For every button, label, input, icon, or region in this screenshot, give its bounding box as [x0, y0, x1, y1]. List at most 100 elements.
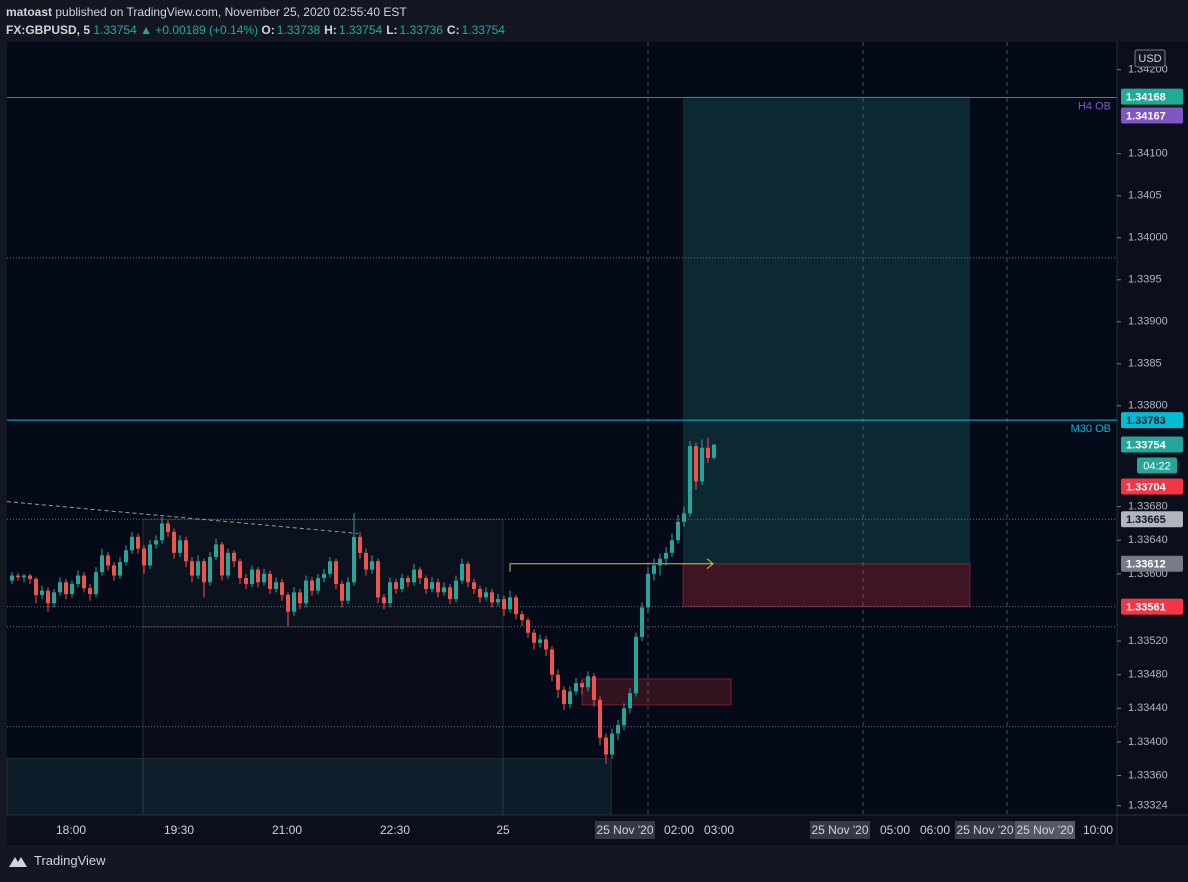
price-label: 1.34168: [1126, 92, 1166, 104]
candle-body: [154, 540, 158, 545]
candle-body: [106, 555, 110, 566]
time-label: 03:00: [704, 823, 734, 837]
candle-body: [16, 575, 20, 578]
brand[interactable]: TradingView: [34, 853, 106, 868]
price-label: 1.33754: [1126, 439, 1167, 451]
candle-body: [592, 676, 596, 700]
time-label: 05:00: [880, 823, 910, 837]
y-tick-label: 1.33640: [1128, 534, 1168, 546]
publish-line: matoast published on TradingView.com, No…: [6, 5, 407, 19]
candle-body: [136, 536, 140, 549]
position-target: [683, 96, 970, 564]
ohlc-key: C:: [446, 23, 460, 37]
candle-body: [646, 573, 650, 608]
candle-body: [358, 536, 362, 553]
candle-body: [598, 699, 602, 738]
candle-body: [178, 540, 182, 553]
candle-body: [568, 691, 572, 705]
plot-area: [7, 42, 1117, 815]
candle-body: [82, 575, 86, 589]
candle-body: [118, 562, 122, 576]
candle-body: [574, 683, 578, 692]
candle-body: [640, 607, 644, 637]
y-tick-label: 1.3405: [1128, 190, 1162, 202]
candle-body: [478, 588, 482, 598]
candle-body: [514, 597, 518, 615]
price-label-box: [1121, 511, 1183, 528]
time-label: 10:00: [1083, 823, 1113, 837]
candle-body: [484, 592, 488, 598]
candle-body: [688, 446, 692, 514]
candle-body: [400, 578, 404, 589]
candle-body: [418, 569, 422, 579]
time-label: 25 Nov '20: [1017, 823, 1074, 837]
candle-body: [340, 583, 344, 601]
candle-body: [184, 540, 188, 562]
ohlc-value: 1.33754: [461, 23, 505, 37]
candle-body: [538, 639, 542, 643]
ohlc-value: 1.33754: [338, 23, 383, 37]
footer: TradingView: [8, 853, 106, 868]
candle-body: [52, 592, 56, 604]
y-tick-label: 1.33480: [1128, 669, 1168, 681]
candle-body: [88, 588, 92, 595]
candle-body: [334, 561, 338, 584]
candle-body: [508, 597, 512, 610]
candle-body: [274, 582, 278, 589]
candle-body: [706, 447, 710, 458]
candle-body: [580, 683, 584, 688]
y-tick-label: 1.34100: [1128, 148, 1168, 160]
candle-body: [526, 620, 530, 633]
candle-body: [256, 569, 260, 583]
candle-body: [430, 582, 434, 589]
candle-body: [298, 592, 302, 604]
candle-body: [280, 582, 284, 595]
candle-body: [562, 689, 566, 705]
candle-body: [22, 575, 26, 578]
candle-body: [448, 587, 452, 600]
candle-body: [370, 561, 374, 570]
countdown-box: [1137, 457, 1177, 474]
level-label: H4 OB: [1078, 100, 1111, 112]
candle-body: [442, 587, 446, 593]
candle-body: [394, 582, 398, 589]
price-label: 1.33612: [1126, 559, 1166, 571]
candle-body: [124, 550, 128, 563]
candle-body: [502, 599, 506, 610]
change: ▲ +0.00189 (+0.14%): [140, 23, 259, 37]
candle-body: [268, 573, 272, 589]
ohlc-key: O:: [261, 23, 275, 37]
time-label-box: [595, 821, 655, 839]
time-label: 25 Nov '20: [957, 823, 1014, 837]
y-tick-label: 1.33360: [1128, 769, 1168, 781]
y-tick-label: 1.33440: [1128, 702, 1168, 714]
candle-body: [208, 557, 212, 583]
candle-body: [262, 573, 266, 583]
candle-body: [130, 536, 134, 551]
candle-body: [310, 580, 314, 591]
published: published on TradingView.com, November 2…: [55, 5, 407, 19]
candle-body: [190, 561, 194, 576]
candle-body: [610, 733, 614, 755]
candle-body: [304, 580, 308, 604]
author[interactable]: matoast: [6, 5, 53, 19]
time-label-box: [955, 821, 1015, 839]
price-axis: [1117, 42, 1188, 815]
y-tick-label: 1.34000: [1128, 232, 1168, 244]
candle-body: [460, 563, 464, 581]
price-label-box: [1121, 88, 1183, 105]
candle-body: [712, 444, 716, 458]
candle-body: [652, 565, 656, 574]
zone: [581, 678, 732, 706]
candle-body: [604, 737, 608, 755]
candle-body: [166, 523, 170, 532]
ohlc-value: 1.33738: [276, 23, 321, 37]
candle-body: [586, 676, 590, 688]
ohlc-key: L:: [386, 23, 398, 37]
currency: USD: [1138, 53, 1161, 65]
time-label: 25 Nov '20: [812, 823, 869, 837]
time-label: 25 Nov '20: [597, 823, 654, 837]
candle-body: [658, 558, 662, 566]
